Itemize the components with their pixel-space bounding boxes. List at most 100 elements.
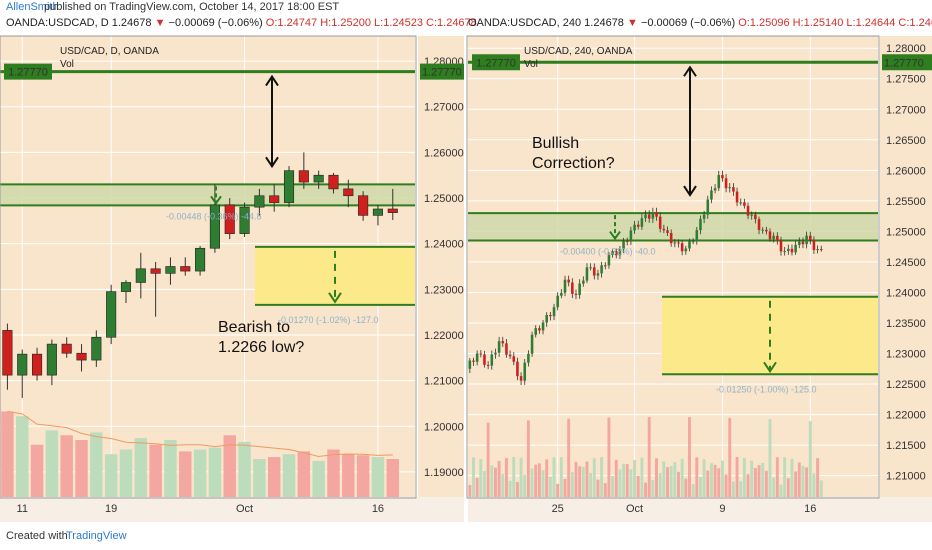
author-link[interactable]: AllenSmith: [6, 1, 59, 13]
left-y-tick-label: 1.24000: [424, 239, 464, 251]
right-volume-bar: [596, 479, 600, 497]
left-target-arrowhead-icon: [328, 292, 342, 304]
right-volume-bar: [618, 469, 622, 497]
tradingview-logo[interactable]: TradingView: [66, 530, 127, 542]
right-resistance-zone: [468, 213, 878, 241]
left-measure-label: -0.00448 (-0.36%) -44.8: [166, 211, 262, 221]
left-volume-bar: [179, 451, 192, 497]
right-candle-body: [501, 341, 505, 344]
left-candle-body: [269, 195, 280, 203]
right-candle-body: [607, 255, 611, 266]
left-volume-bar: [75, 440, 88, 497]
left-volume-bar: [193, 449, 207, 497]
right-candle-body: [746, 205, 750, 216]
right-y-tick-label: 1.24000: [886, 287, 926, 299]
right-volume-bar: [673, 462, 677, 497]
right-candle-body: [622, 240, 625, 249]
right-measure-label: -0.01250 (-1.00%) -125.0: [716, 384, 817, 394]
left-volume-bar: [297, 451, 311, 497]
right-candle-body: [571, 282, 574, 294]
right-volume-bar: [790, 458, 794, 497]
right-volume-bar: [490, 465, 494, 497]
right-candle-body: [783, 251, 786, 253]
right-volume-bar: [706, 470, 710, 497]
right-volume-bar: [764, 470, 768, 497]
left-y-tick-label: 1.19000: [424, 467, 464, 479]
right-symbol[interactable]: OANDA:USDCAD, 240: [468, 17, 582, 29]
right-candle-body: [574, 293, 578, 295]
right-volume-bar: [512, 457, 516, 497]
right-y-tick-label: 1.21500: [886, 440, 926, 452]
right-volume-bar: [611, 476, 615, 497]
right-candle-body: [603, 265, 607, 267]
left-volume-bar: [282, 454, 296, 497]
right-volume-bar: [578, 466, 582, 497]
right-volume-bar: [728, 417, 732, 497]
right-candle-body: [629, 230, 633, 242]
left-candle-body: [298, 170, 309, 183]
left-candle-body: [135, 268, 146, 283]
right-y-tick-label: 1.26000: [886, 165, 926, 177]
right-volume-bar: [750, 460, 754, 497]
right-volume-bar: [592, 458, 596, 497]
right-candle-body: [790, 248, 794, 253]
right-plot-background: [468, 36, 878, 497]
right-candle-body: [754, 214, 757, 220]
right-candle-body: [739, 202, 743, 204]
right-volume-bar: [559, 457, 563, 497]
right-y-tick-label: 1.26500: [886, 135, 926, 147]
right-volume-bar: [772, 477, 776, 497]
right-volume-bar: [713, 464, 717, 497]
right-candle-body: [567, 279, 570, 283]
charts-canvas[interactable]: 1.28000 1.27000 1.26000 1.25000 1.24000 1.230…: [0, 32, 932, 522]
right-volume-bar: [735, 457, 739, 497]
right-volume-bar: [600, 457, 604, 497]
right-candle-body: [721, 175, 724, 179]
left-volume-bar: [16, 416, 29, 497]
right-level-text-left: 1.27770: [476, 57, 516, 69]
right-candle-body: [757, 219, 761, 230]
right-candle-body: [666, 230, 669, 233]
right-candle-body: [684, 248, 688, 252]
right-candle-body: [472, 360, 475, 362]
right-candle-body: [494, 352, 497, 355]
right-volume-bar: [534, 464, 538, 497]
right-candle-body: [647, 214, 651, 219]
right-volume-bar: [812, 473, 816, 497]
footer: Created with TradingView: [0, 522, 932, 550]
right-volume-bar: [497, 460, 501, 497]
right-volume-bar: [680, 458, 684, 497]
right-candle-body: [549, 314, 552, 317]
left-symbol[interactable]: OANDA:USDCAD, D: [6, 17, 109, 29]
right-candle-body: [798, 241, 801, 245]
left-volume-bar: [1, 411, 14, 497]
left-y-tick-label: 1.26000: [424, 147, 464, 159]
right-volume-bar: [545, 459, 549, 497]
right-volume-bar: [636, 475, 640, 497]
right-candle-body: [732, 187, 735, 192]
right-candle-body: [636, 224, 640, 227]
right-volume-bar: [625, 464, 629, 497]
right-volume-bar: [698, 477, 702, 497]
right-volume-bar: [742, 457, 746, 497]
right-candle-body: [530, 334, 534, 354]
left-candle-body: [17, 353, 28, 376]
right-volume-bar: [475, 477, 479, 497]
left-measure-label: -0.01270 (-1.02%) -127.0: [278, 315, 379, 325]
right-volume-bar: [691, 484, 695, 497]
right-candle-body: [651, 212, 655, 219]
left-x-tick-label: 16: [372, 503, 384, 515]
right-volume-bar: [486, 422, 490, 497]
left-annotation-text: Bearish to: [218, 319, 290, 336]
left-volume-bar: [149, 444, 162, 497]
right-x-tick-label: 9: [719, 503, 725, 515]
right-y-tick-label: 1.27500: [886, 74, 926, 86]
right-x-tick-label: Oct: [626, 503, 643, 515]
right-candle-body: [560, 292, 563, 296]
right-volume-bar: [647, 417, 651, 497]
right-candle-body: [563, 279, 567, 293]
right-volume-bar: [669, 465, 673, 497]
right-candle-body: [655, 212, 658, 217]
right-candle-body: [516, 361, 519, 377]
right-candle-body: [808, 235, 812, 241]
